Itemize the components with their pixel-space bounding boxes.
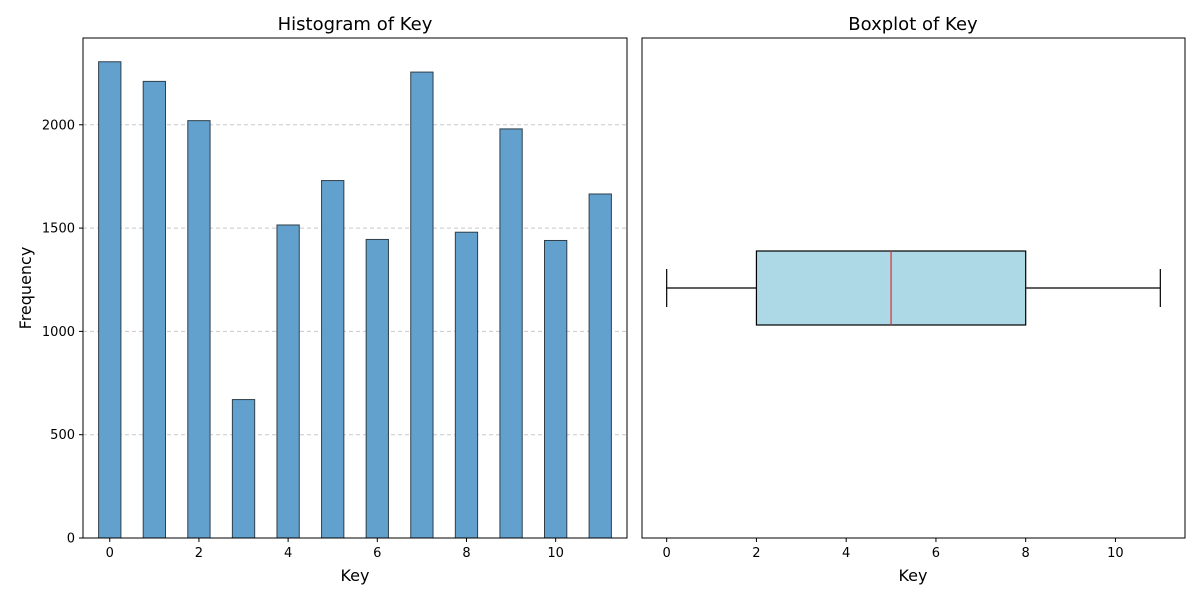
histogram-x-ticks: 0 2 4 6 8 10 [106,538,564,561]
x-tick-label: 10 [547,546,564,561]
histogram-bar [231,399,256,539]
boxplot-panel: Boxplot of Key 0 2 4 6 8 10 Key [641,14,1186,585]
histogram-bar [454,231,479,539]
histogram-bar [276,224,300,539]
x-tick-label: 0 [663,546,671,561]
histogram-bar [142,80,166,539]
boxplot-x-label: Key [898,566,927,585]
y-tick-label: 2000 [42,118,75,133]
histogram-axes-frame [82,37,628,539]
boxplot-axes-frame [641,37,1186,539]
histogram-bar [499,128,523,539]
x-tick-label: 6 [932,546,940,561]
histogram-bar [588,193,612,539]
x-tick-label: 2 [195,546,203,561]
x-tick-label: 4 [842,546,850,561]
y-tick-label: 1000 [42,325,75,340]
x-tick-label: 6 [373,546,381,561]
x-tick-label: 2 [752,546,760,561]
histogram-title: Histogram of Key [278,14,433,35]
histogram-bar [321,180,345,539]
histogram-bar [98,61,122,539]
histogram-bar [187,120,211,539]
histogram-x-label: Key [340,566,369,585]
y-tick-label: 500 [50,428,75,443]
histogram-bar [544,239,568,539]
boxplot-title: Boxplot of Key [848,14,978,35]
histogram-y-label: Frequency [16,247,35,330]
x-tick-label: 0 [106,546,114,561]
y-tick-label: 1500 [42,222,75,237]
x-tick-label: 8 [462,546,470,561]
boxplot-marks [666,250,1161,326]
y-tick-label: 0 [67,532,75,547]
histogram-bar [410,71,434,539]
x-tick-label: 10 [1107,546,1124,561]
x-tick-label: 4 [284,546,292,561]
histogram-y-ticks: 0 500 1000 1500 2000 [42,118,83,547]
histogram-bar [365,238,389,539]
histogram-panel: Histogram of Key 0 2 4 6 8 10 0 500 1000 1500 200… [16,14,628,585]
x-tick-label: 8 [1022,546,1030,561]
boxplot-x-ticks: 0 2 4 6 8 10 [663,538,1124,561]
histogram-bars [98,61,612,539]
